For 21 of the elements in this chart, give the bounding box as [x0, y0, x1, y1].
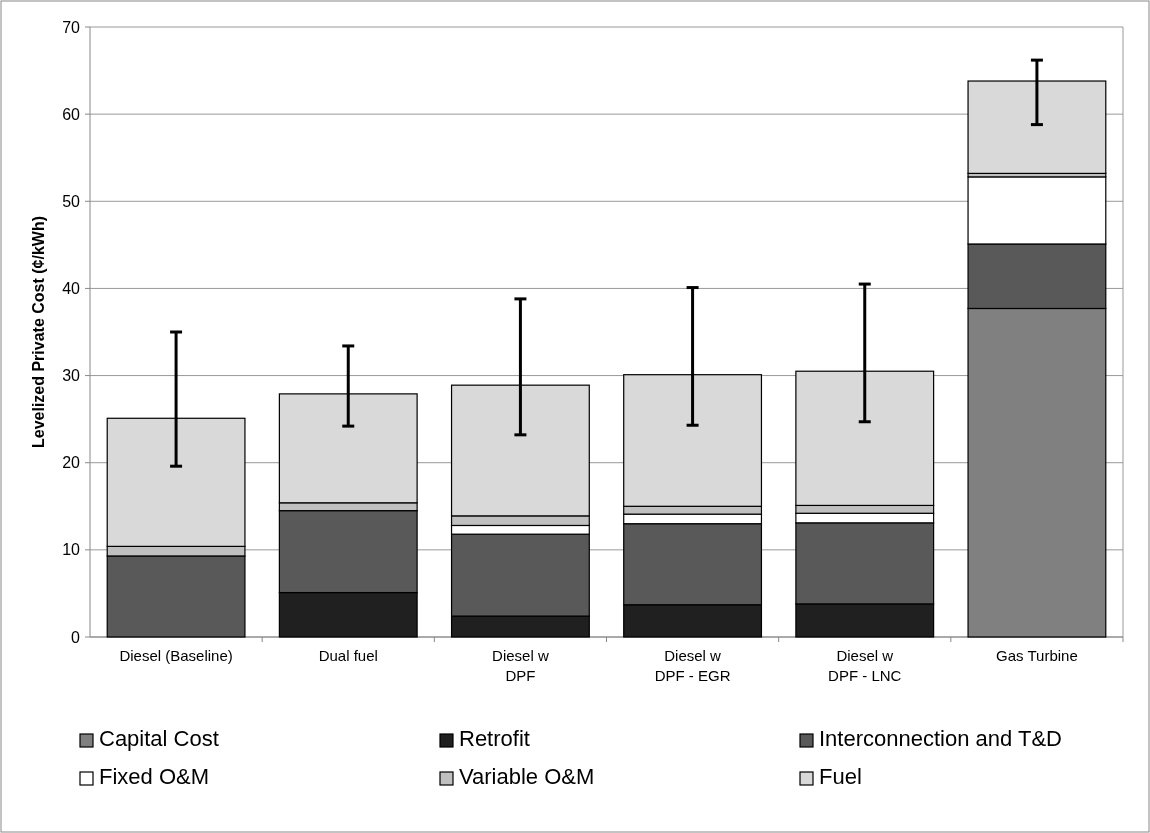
y-tick-label: 50 — [62, 192, 81, 210]
x-tick-label: Diesel w DPF - LNC — [828, 647, 902, 684]
legend-label: Retrofit — [459, 726, 530, 751]
y-tick-label: 30 — [62, 367, 81, 385]
y-tick-label: 40 — [62, 280, 81, 298]
x-tick-label: Diesel w DPF — [492, 647, 549, 684]
legend-label: Capital Cost — [99, 726, 219, 751]
legend-label: Fuel — [819, 764, 862, 789]
x-tick-label: Dual fuel — [318, 647, 378, 664]
legend-label: Variable O&M — [459, 764, 595, 789]
legend-label: Interconnection and T&D — [819, 726, 1062, 751]
y-tick-label: 0 — [71, 628, 81, 646]
x-tick-label: Diesel w DPF - EGR — [654, 647, 731, 684]
y-tick-label: 70 — [62, 18, 81, 36]
y-tick-label: 20 — [62, 454, 81, 472]
y-axis-title: Levelized Private Cost (¢/kWh) — [30, 215, 47, 449]
y-tick-label: 10 — [62, 541, 81, 559]
x-tick-label: Gas Turbine — [996, 647, 1078, 664]
x-tick-label: Diesel (Baseline) — [119, 647, 233, 664]
y-tick-label: 60 — [62, 105, 81, 123]
legend-label: Fixed O&M — [99, 764, 210, 789]
